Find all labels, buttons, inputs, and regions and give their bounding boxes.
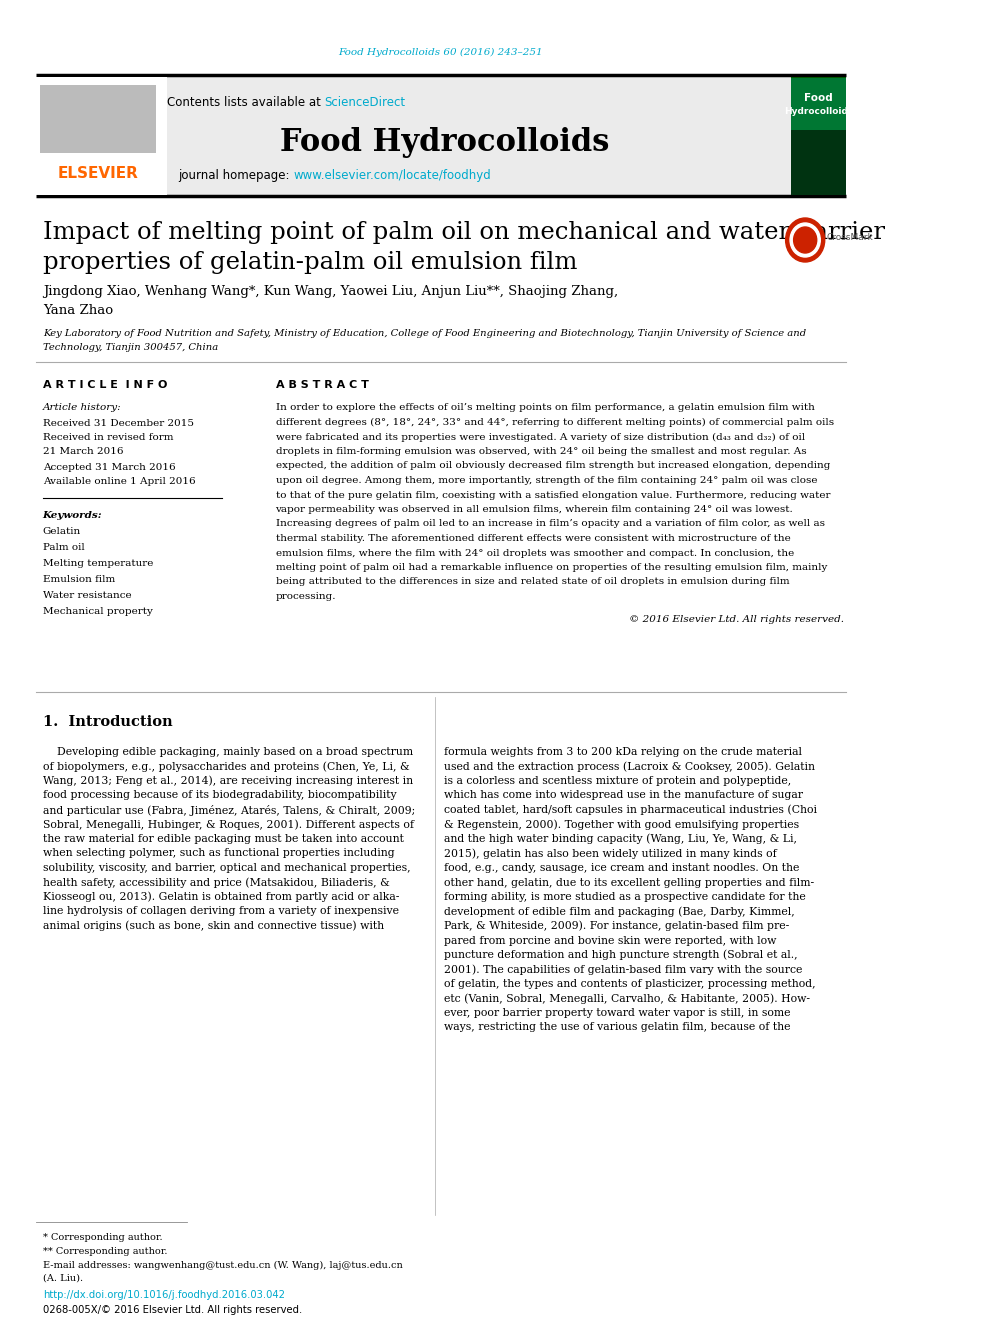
Text: Yana Zhao: Yana Zhao: [43, 304, 113, 318]
Text: used and the extraction process (Lacroix & Cooksey, 2005). Gelatin: used and the extraction process (Lacroix…: [444, 761, 815, 771]
Text: CrossMark: CrossMark: [826, 233, 873, 242]
Circle shape: [790, 224, 820, 257]
Text: upon oil degree. Among them, more importantly, strength of the film containing 2: upon oil degree. Among them, more import…: [276, 476, 817, 486]
Text: food, e.g., candy, sausage, ice cream and instant noodles. On the: food, e.g., candy, sausage, ice cream an…: [444, 863, 800, 873]
Text: ways, restricting the use of various gelatin film, because of the: ways, restricting the use of various gel…: [444, 1023, 791, 1032]
Text: 0268-005X/© 2016 Elsevier Ltd. All rights reserved.: 0268-005X/© 2016 Elsevier Ltd. All right…: [43, 1304, 302, 1315]
Text: is a colorless and scentless mixture of protein and polypeptide,: is a colorless and scentless mixture of …: [444, 777, 792, 786]
Text: Accepted 31 March 2016: Accepted 31 March 2016: [43, 463, 176, 471]
Text: Hydrocolloids: Hydrocolloids: [784, 107, 853, 116]
Text: line hydrolysis of collagen deriving from a variety of inexpensive: line hydrolysis of collagen deriving fro…: [43, 906, 399, 917]
Text: of gelatin, the types and contents of plasticizer, processing method,: of gelatin, the types and contents of pl…: [444, 979, 816, 990]
Text: A B S T R A C T: A B S T R A C T: [276, 380, 368, 390]
Text: Sobral, Menegalli, Hubinger, & Roques, 2001). Different aspects of: Sobral, Menegalli, Hubinger, & Roques, 2…: [43, 819, 414, 830]
Text: Mechanical property: Mechanical property: [43, 606, 153, 615]
Text: and particular use (Fabra, Jiménez, Atarés, Talens, & Chiralt, 2009;: and particular use (Fabra, Jiménez, Atar…: [43, 804, 415, 815]
Text: Contents lists available at: Contents lists available at: [167, 97, 324, 110]
Text: ** Corresponding author.: ** Corresponding author.: [43, 1248, 168, 1257]
Text: being attributed to the differences in size and related state of oil droplets in: being attributed to the differences in s…: [276, 578, 789, 586]
Text: different degrees (8°, 18°, 24°, 33° and 44°, referring to different melting poi: different degrees (8°, 18°, 24°, 33° and…: [276, 418, 833, 427]
Text: Water resistance: Water resistance: [43, 590, 131, 599]
Text: expected, the addition of palm oil obviously decreased film strength but increas: expected, the addition of palm oil obvio…: [276, 462, 830, 471]
Text: http://dx.doi.org/10.1016/j.foodhyd.2016.03.042: http://dx.doi.org/10.1016/j.foodhyd.2016…: [43, 1290, 285, 1301]
Text: other hand, gelatin, due to its excellent gelling properties and film-: other hand, gelatin, due to its excellen…: [444, 877, 814, 888]
FancyBboxPatch shape: [791, 78, 846, 130]
Text: E-mail addresses: wangwenhang@tust.edu.cn (W. Wang), laj@tus.edu.cn: E-mail addresses: wangwenhang@tust.edu.c…: [43, 1261, 403, 1270]
Text: were fabricated and its properties were investigated. A variety of size distribu: were fabricated and its properties were …: [276, 433, 805, 442]
Text: 2015), gelatin has also been widely utilized in many kinds of: 2015), gelatin has also been widely util…: [444, 848, 777, 859]
Text: emulsion films, where the film with 24° oil droplets was smoother and compact. I: emulsion films, where the film with 24° …: [276, 549, 794, 557]
Text: 2001). The capabilities of gelatin-based film vary with the source: 2001). The capabilities of gelatin-based…: [444, 964, 803, 975]
Circle shape: [794, 228, 816, 253]
Text: & Regenstein, 2000). Together with good emulsifying properties: & Regenstein, 2000). Together with good …: [444, 819, 800, 830]
Text: 1.  Introduction: 1. Introduction: [43, 714, 173, 729]
Text: animal origins (such as bone, skin and connective tissue) with: animal origins (such as bone, skin and c…: [43, 921, 384, 931]
Text: © 2016 Elsevier Ltd. All rights reserved.: © 2016 Elsevier Ltd. All rights reserved…: [629, 614, 844, 623]
Text: droplets in film-forming emulsion was observed, with 24° oil being the smallest : droplets in film-forming emulsion was ob…: [276, 447, 806, 456]
Text: etc (Vanin, Sobral, Menegalli, Carvalho, & Habitante, 2005). How-: etc (Vanin, Sobral, Menegalli, Carvalho,…: [444, 994, 810, 1004]
Text: which has come into widespread use in the manufacture of sugar: which has come into widespread use in th…: [444, 791, 804, 800]
Text: Melting temperature: Melting temperature: [43, 558, 153, 568]
Text: to that of the pure gelatin film, coexisting with a satisfied elongation value. : to that of the pure gelatin film, coexis…: [276, 491, 830, 500]
Text: Gelatin: Gelatin: [43, 527, 81, 536]
Text: * Corresponding author.: * Corresponding author.: [43, 1233, 163, 1242]
Text: Article history:: Article history:: [43, 404, 121, 413]
Text: health safety, accessibility and price (Matsakidou, Biliaderis, &: health safety, accessibility and price (…: [43, 877, 390, 888]
Text: ever, poor barrier property toward water vapor is still, in some: ever, poor barrier property toward water…: [444, 1008, 791, 1017]
Text: In order to explore the effects of oil’s melting points on film performance, a g: In order to explore the effects of oil’s…: [276, 404, 814, 413]
Text: A R T I C L E  I N F O: A R T I C L E I N F O: [43, 380, 167, 390]
Text: coated tablet, hard/soft capsules in pharmaceutical industries (Choi: coated tablet, hard/soft capsules in pha…: [444, 804, 817, 815]
FancyBboxPatch shape: [40, 85, 156, 153]
Text: Palm oil: Palm oil: [43, 542, 84, 552]
Text: when selecting polymer, such as functional properties including: when selecting polymer, such as function…: [43, 848, 394, 859]
Text: Keywords:: Keywords:: [43, 511, 102, 520]
Text: Received 31 December 2015: Received 31 December 2015: [43, 418, 193, 427]
Text: Wang, 2013; Feng et al., 2014), are receiving increasing interest in: Wang, 2013; Feng et al., 2014), are rece…: [43, 775, 413, 786]
Text: 21 March 2016: 21 March 2016: [43, 447, 123, 456]
Text: thermal stability. The aforementioned different effects were consistent with mic: thermal stability. The aforementioned di…: [276, 534, 791, 542]
Text: the raw material for edible packaging must be taken into account: the raw material for edible packaging mu…: [43, 833, 404, 844]
FancyBboxPatch shape: [791, 77, 846, 194]
Text: properties of gelatin-palm oil emulsion film: properties of gelatin-palm oil emulsion …: [43, 250, 577, 274]
Text: Park, & Whiteside, 2009). For instance, gelatin-based film pre-: Park, & Whiteside, 2009). For instance, …: [444, 921, 790, 931]
Text: forming ability, is more studied as a prospective candidate for the: forming ability, is more studied as a pr…: [444, 892, 806, 902]
Text: Jingdong Xiao, Wenhang Wang*, Kun Wang, Yaowei Liu, Anjun Liu**, Shaojing Zhang,: Jingdong Xiao, Wenhang Wang*, Kun Wang, …: [43, 286, 618, 299]
Text: Received in revised form: Received in revised form: [43, 434, 174, 442]
Circle shape: [786, 218, 824, 262]
Text: Food Hydrocolloids 60 (2016) 243–251: Food Hydrocolloids 60 (2016) 243–251: [338, 48, 543, 57]
Text: Technology, Tianjin 300457, China: Technology, Tianjin 300457, China: [43, 343, 218, 352]
Text: development of edible film and packaging (Bae, Darby, Kimmel,: development of edible film and packaging…: [444, 906, 796, 917]
Text: melting point of palm oil had a remarkable influence on properties of the result: melting point of palm oil had a remarkab…: [276, 564, 827, 572]
Text: www.elsevier.com/locate/foodhyd: www.elsevier.com/locate/foodhyd: [294, 168, 491, 181]
Text: Key Laboratory of Food Nutrition and Safety, Ministry of Education, College of F: Key Laboratory of Food Nutrition and Saf…: [43, 328, 806, 337]
Text: of biopolymers, e.g., polysaccharides and proteins (Chen, Ye, Li, &: of biopolymers, e.g., polysaccharides an…: [43, 761, 410, 771]
Text: pared from porcine and bovine skin were reported, with low: pared from porcine and bovine skin were …: [444, 935, 777, 946]
FancyBboxPatch shape: [36, 77, 808, 194]
FancyBboxPatch shape: [791, 130, 846, 194]
Text: Kiosseogl ou, 2013). Gelatin is obtained from partly acid or alka-: Kiosseogl ou, 2013). Gelatin is obtained…: [43, 892, 399, 902]
Text: vapor permeability was observed in all emulsion films, wherein film containing 2: vapor permeability was observed in all e…: [276, 505, 794, 515]
FancyBboxPatch shape: [36, 77, 167, 194]
Text: Food Hydrocolloids: Food Hydrocolloids: [280, 127, 609, 157]
Text: Available online 1 April 2016: Available online 1 April 2016: [43, 476, 195, 486]
Text: formula weights from 3 to 200 kDa relying on the crude material: formula weights from 3 to 200 kDa relyin…: [444, 747, 803, 757]
Text: ELSEVIER: ELSEVIER: [58, 165, 138, 180]
Text: ScienceDirect: ScienceDirect: [324, 97, 406, 110]
Text: Impact of melting point of palm oil on mechanical and water barrier: Impact of melting point of palm oil on m…: [43, 221, 885, 243]
Text: food processing because of its biodegradability, biocompatibility: food processing because of its biodegrad…: [43, 791, 396, 800]
Text: Food: Food: [805, 93, 833, 103]
Text: and the high water binding capacity (Wang, Liu, Ye, Wang, & Li,: and the high water binding capacity (Wan…: [444, 833, 798, 844]
Text: processing.: processing.: [276, 591, 336, 601]
Text: Developing edible packaging, mainly based on a broad spectrum: Developing edible packaging, mainly base…: [43, 747, 413, 757]
Text: puncture deformation and high puncture strength (Sobral et al.,: puncture deformation and high puncture s…: [444, 950, 798, 960]
Text: (A. Liu).: (A. Liu).: [43, 1274, 82, 1282]
Text: solubility, viscosity, and barrier, optical and mechanical properties,: solubility, viscosity, and barrier, opti…: [43, 863, 411, 873]
Text: Increasing degrees of palm oil led to an increase in film’s opacity and a variat: Increasing degrees of palm oil led to an…: [276, 520, 824, 528]
Text: Emulsion film: Emulsion film: [43, 574, 115, 583]
Text: journal homepage:: journal homepage:: [178, 168, 294, 181]
